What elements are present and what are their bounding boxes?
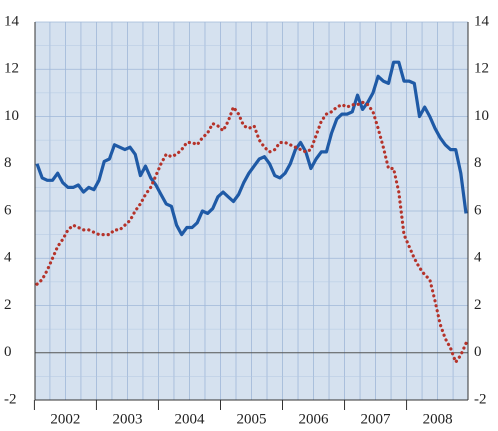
y-tick-label-right: 6 (474, 202, 482, 218)
x-tick-label: 2005 (237, 411, 267, 427)
y-tick-label-right: 12 (474, 61, 489, 77)
y-tick-label-right: 2 (474, 297, 482, 313)
x-tick-label: 2006 (299, 411, 330, 427)
y-tick-label-right: 8 (474, 155, 482, 171)
x-tick-label: 2002 (50, 411, 80, 427)
y-tick-label-right: 14 (474, 13, 490, 29)
y-tick-label: -2 (4, 391, 17, 407)
y-tick-label: 2 (4, 297, 12, 313)
y-tick-label: 0 (4, 344, 12, 360)
series-line (35, 100, 468, 364)
y-tick-label: 12 (4, 61, 19, 77)
y-tick-label-right: 10 (474, 108, 489, 124)
y-tick-label-right: 4 (474, 250, 482, 266)
y-tick-label: 10 (4, 108, 19, 124)
y-tick-label: 14 (4, 13, 20, 29)
y-tick-label: 4 (4, 250, 12, 266)
x-tick-label: 2004 (174, 411, 205, 427)
y-tick-label-right: -2 (474, 391, 487, 407)
x-tick-label: 2008 (423, 411, 453, 427)
y-tick-label: 8 (4, 155, 12, 171)
series-line (35, 60, 468, 237)
y-tick-label-right: 0 (474, 344, 482, 360)
x-tick-label: 2003 (112, 411, 142, 427)
x-tick-label: 2007 (361, 411, 392, 427)
y-tick-label: 6 (4, 202, 12, 218)
